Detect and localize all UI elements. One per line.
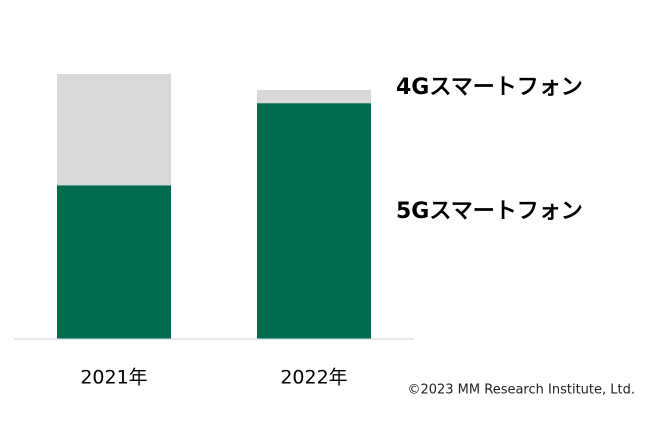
series-label: 4Gスマートフォン bbox=[396, 75, 583, 100]
series-label: 5Gスマートフォン bbox=[396, 199, 583, 224]
bar-segment bbox=[257, 89, 371, 104]
x-tick-label: 2021年 bbox=[80, 367, 147, 389]
bar-segment bbox=[257, 103, 371, 340]
source: ©2023 MM Research Institute, Ltd. bbox=[407, 383, 635, 398]
bar-segment bbox=[57, 74, 171, 186]
bar-segment bbox=[57, 185, 171, 339]
x-tick-label: 2022年 bbox=[280, 367, 347, 389]
